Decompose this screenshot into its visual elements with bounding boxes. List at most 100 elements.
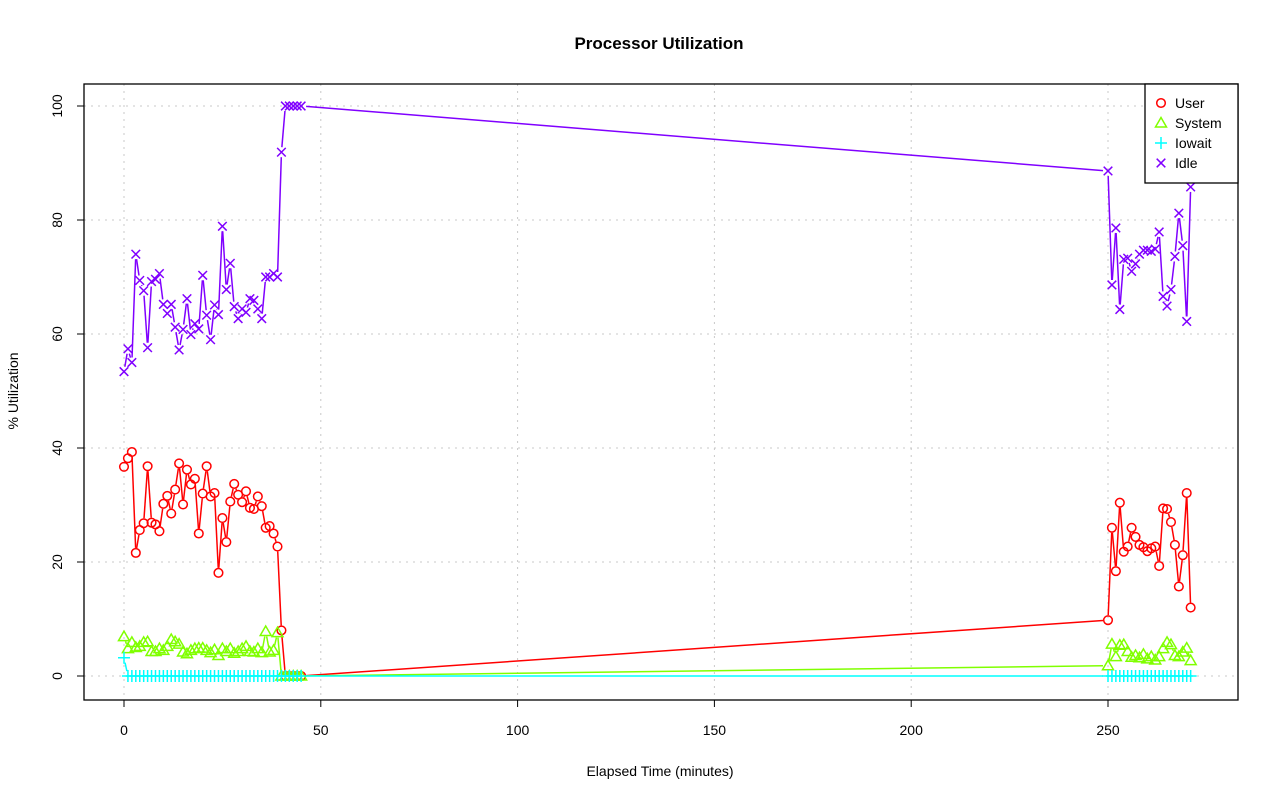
series-line-segment [1108,176,1112,280]
series-line-segment [132,259,136,357]
data-point-cross [124,345,133,354]
series-line-segment [1160,513,1163,561]
series-line-segment [1187,192,1191,317]
data-point-cross [167,300,176,309]
series-line-segment [207,320,209,335]
data-point-triangle [260,626,271,636]
series-line-segment [195,484,198,529]
data-point-cross [1104,167,1113,176]
data-point-cross [1151,245,1160,254]
series-line-segment [231,489,233,497]
data-point-cross [234,314,243,323]
data-point-cross [155,269,164,278]
chart-title: Processor Utilization [574,34,743,53]
series-idle [120,102,1195,376]
legend-label: Iowait [1175,135,1212,151]
series-line-segment [1156,237,1158,244]
data-point-cross [1182,317,1191,326]
data-point-triangle [1103,660,1114,670]
series-line-segment [144,471,147,518]
data-point-circle [167,509,176,518]
series-line-segment [282,111,285,147]
series-line-segment [227,507,230,538]
series-line-segment [1156,552,1158,562]
data-point-circle [1171,541,1180,550]
data-point-triangle [119,631,130,641]
data-point-cross [171,323,180,332]
series-line-segment [1129,533,1131,542]
data-point-circle [257,502,266,511]
series-line-segment [180,468,183,499]
data-point-circle [159,500,168,509]
series-line-segment [1120,264,1123,304]
series-user [120,448,1195,681]
data-point-plus [118,652,130,664]
data-point-cross [1108,281,1117,290]
data-point-cross [222,285,231,294]
data-point-circle [222,538,231,547]
y-tick-label: 100 [49,94,65,118]
series-line-segment [236,311,237,313]
data-point-cross [254,305,263,314]
series-line-segment [247,303,248,307]
data-point-cross [128,358,137,367]
series-line-segment [1179,560,1182,581]
legend-label: User [1175,95,1205,111]
y-tick-label: 40 [49,440,65,456]
data-point-circle [242,487,251,496]
data-point-cross [202,311,211,320]
data-point-circle [226,497,235,506]
series-line-segment [1118,650,1119,652]
series-line-segment [223,231,226,284]
series-line-segment [199,499,202,529]
series-line-segment [188,474,189,479]
series-line-segment [172,309,174,322]
series-line-segment [223,523,225,537]
series-line-segment [125,354,127,367]
series-line-segment [184,304,187,325]
data-point-circle [171,485,180,494]
series-line-segment [144,296,147,343]
data-point-circle [194,529,203,538]
series-line-segment [1173,649,1174,650]
series-line-segment [1108,533,1112,615]
data-point-cross [230,302,239,311]
data-point-cross [242,308,251,317]
data-point-circle [175,459,184,468]
data-point-cross [1159,292,1168,301]
series-line-segment [203,280,206,310]
data-point-cross [218,222,227,231]
data-point-cross [1178,241,1187,250]
data-point-circle [124,454,133,463]
data-point-cross [151,275,160,284]
series-line-segment [137,259,139,275]
data-point-cross [179,325,188,334]
data-point-circle [1127,524,1136,533]
series-line-segment [172,495,174,509]
data-point-cross [214,310,223,319]
series-line-segment [1120,508,1123,547]
x-tick-label: 200 [900,722,924,738]
x-tick-label: 100 [506,722,530,738]
series-line-segment [227,268,229,284]
data-point-circle [1186,603,1195,612]
series-line-segment [1172,261,1175,284]
data-point-circle [238,498,247,507]
x-axis-label: Elapsed Time (minutes) [586,763,733,779]
data-point-circle [1167,518,1176,527]
series-line-segment [168,501,170,509]
data-point-cross [132,250,141,259]
data-point-cross [183,294,192,303]
data-point-triangle [256,647,267,657]
data-point-triangle [1110,651,1121,661]
y-tick-label: 80 [49,212,65,228]
data-point-cross [120,367,129,376]
series-line-segment [1112,533,1115,566]
series-line-segment [148,471,151,517]
data-point-circle [218,514,227,523]
plot-frame [84,84,1238,700]
y-tick-label: 60 [49,326,65,342]
data-point-circle [230,480,239,489]
series-line-segment [219,231,222,309]
